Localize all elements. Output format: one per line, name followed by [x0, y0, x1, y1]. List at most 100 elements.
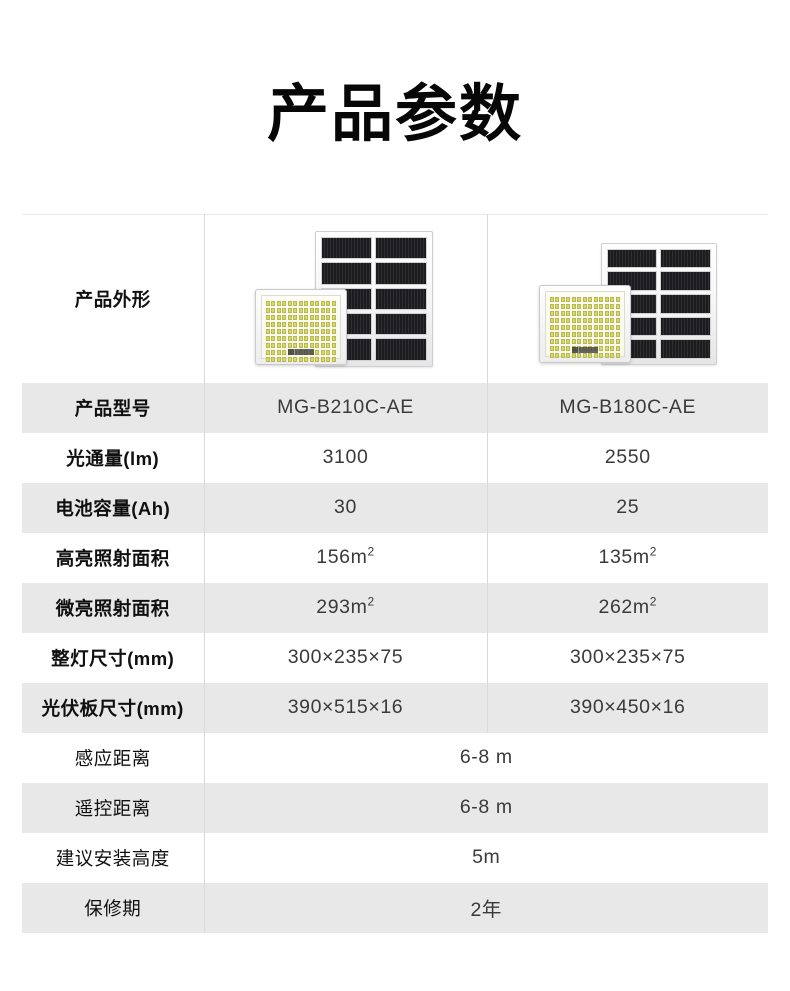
solar-cell	[660, 293, 711, 314]
led-chip	[271, 321, 275, 327]
solar-cell-row	[320, 262, 427, 285]
led-chip	[320, 335, 325, 341]
led-chip	[304, 335, 308, 341]
solar-cell	[660, 339, 711, 359]
led-chip	[615, 317, 620, 323]
led-chip	[555, 352, 560, 358]
led-chip	[331, 321, 336, 327]
led-chip	[282, 314, 286, 320]
led-chip	[276, 307, 281, 313]
led-chip	[615, 324, 620, 330]
led-chip	[315, 314, 319, 320]
led-chip	[304, 356, 308, 362]
led-chip	[593, 338, 598, 344]
row-label-battery-capacity: 电池容量(Ah)	[22, 482, 205, 533]
led-chip	[610, 303, 615, 309]
row-value-panel-size-col1: 390×515×16	[204, 682, 488, 733]
led-chip	[571, 352, 576, 358]
solar-cell	[375, 262, 427, 285]
led-chip	[549, 317, 554, 323]
led-chip	[276, 342, 281, 348]
led-chip	[309, 342, 314, 348]
led-chip	[265, 342, 270, 348]
led-chip	[555, 296, 560, 302]
led-chip	[265, 328, 270, 334]
led-chip	[555, 345, 560, 351]
led-chip	[582, 296, 587, 302]
led-chip	[271, 328, 275, 334]
led-chip	[582, 338, 587, 344]
led-chip	[326, 307, 330, 313]
led-chip	[265, 349, 270, 355]
row-label-model: 产品型号	[22, 382, 205, 433]
led-chip	[315, 321, 319, 327]
led-chip	[582, 317, 587, 323]
led-array	[260, 294, 341, 362]
led-chip	[315, 335, 319, 341]
led-chip	[571, 338, 576, 344]
solar-cell	[375, 312, 427, 336]
solar-cell	[320, 262, 372, 285]
led-array	[544, 290, 625, 358]
row-value-low-brightness-area-col1: 293m2	[204, 582, 488, 633]
led-chip	[293, 342, 297, 348]
led-chip	[287, 328, 292, 334]
led-chip	[582, 352, 587, 358]
led-chip	[549, 296, 554, 302]
led-chip	[549, 324, 554, 330]
led-chip	[615, 338, 620, 344]
page-title: 产品参数	[266, 80, 523, 149]
table-row: 电池容量(Ah) 30 25	[22, 482, 768, 533]
led-chip	[571, 296, 576, 302]
led-chip	[320, 356, 325, 362]
led-chip	[304, 321, 308, 327]
led-chip	[615, 331, 620, 337]
led-chip	[293, 321, 297, 327]
led-chip	[282, 342, 286, 348]
led-chip	[588, 324, 593, 330]
row-value-remote-distance: 6-8 m	[204, 782, 768, 833]
led-chip	[282, 328, 286, 334]
led-chip	[560, 317, 565, 323]
led-chip	[309, 321, 314, 327]
led-chip	[276, 356, 281, 362]
led-chip	[331, 314, 336, 320]
led-chip	[555, 303, 560, 309]
led-chip	[560, 303, 565, 309]
led-chip	[599, 310, 604, 316]
row-label-warranty: 保修期	[22, 882, 205, 933]
led-chip	[582, 331, 587, 337]
solar-cell	[375, 236, 427, 260]
led-chip	[588, 338, 593, 344]
led-chip	[315, 349, 319, 355]
led-chip	[282, 307, 286, 313]
led-chip	[298, 321, 303, 327]
led-chip	[577, 303, 582, 309]
led-chip	[315, 356, 319, 362]
led-chip	[599, 331, 604, 337]
led-chip	[555, 310, 560, 316]
led-chip	[555, 317, 560, 323]
row-label-install-height: 建议安装高度	[22, 832, 205, 883]
led-chip	[326, 335, 330, 341]
led-chip	[549, 352, 554, 358]
led-chip	[610, 296, 615, 302]
led-chip	[298, 300, 303, 306]
table-row: 整灯尺寸(mm) 300×235×75 300×235×75	[22, 632, 768, 683]
led-chip	[276, 349, 281, 355]
solar-cell	[375, 287, 427, 310]
table-row: 感应距离 6-8 m	[22, 732, 768, 783]
led-chip	[593, 310, 598, 316]
led-chip	[604, 317, 609, 323]
led-chip	[571, 331, 576, 337]
led-chip	[577, 317, 582, 323]
led-chip	[610, 310, 615, 316]
led-row	[549, 296, 620, 302]
led-chip	[309, 328, 314, 334]
brand-logo-icon	[571, 346, 598, 353]
led-chip	[315, 300, 319, 306]
led-chip	[577, 324, 582, 330]
led-chip	[615, 296, 620, 302]
led-chip	[298, 335, 303, 341]
led-chip	[577, 338, 582, 344]
